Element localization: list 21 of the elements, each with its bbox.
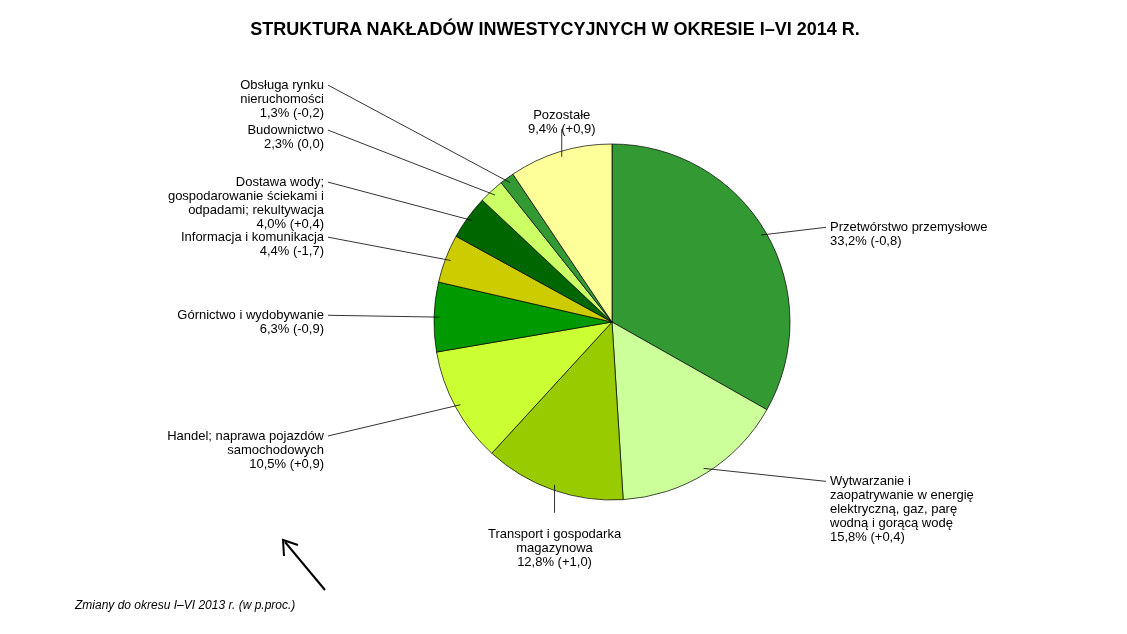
slice-label: Pozostałe bbox=[533, 106, 591, 122]
slice-label: Transport i gospodarka magazynowa bbox=[487, 525, 622, 555]
data-label: 4,0% (+0,4) bbox=[256, 216, 324, 232]
data-label: 6,3% (-0,9) bbox=[259, 321, 324, 337]
data-label: 1,3% (-0,2) bbox=[259, 105, 324, 121]
slice-label: Informacja i komunikacja bbox=[180, 229, 325, 245]
slice-label: Przetwórstwo przemysłowe bbox=[830, 219, 988, 235]
text: Zmiany do okresu I–VI 2013 r. (w p.proc.) bbox=[74, 598, 296, 612]
data-label: 33,2% (-0,8) bbox=[830, 233, 902, 249]
data-label: 9,4% (+0,9) bbox=[527, 120, 596, 136]
slice-label: Budownictwo bbox=[247, 122, 324, 138]
slice-label: Dostawa wody; gospodarowanie ściekami i odpadami; rekultywacja bbox=[167, 174, 325, 218]
slice-label: Wytwarzanie i zaopatrywanie w energię elektryczną, gaz, parę wodną i gorącą wodę bbox=[829, 473, 974, 531]
data-label: 10,5% (+0,9) bbox=[249, 456, 324, 471]
data-label: 4,4% (-1,7) bbox=[259, 243, 324, 259]
data-label: 2,3% (0,0) bbox=[264, 136, 324, 152]
slice-label: Obsługa rynku nieruchomości bbox=[240, 77, 325, 107]
data-label: 15,8% (+0,4) bbox=[830, 529, 905, 545]
chart-title: STRUKTURA NAKŁADÓW INWESTYCYJNYCH W OKRESIE I–VI 2014 R. bbox=[250, 18, 860, 39]
slice-label: Górnictwo i wydobywanie bbox=[177, 307, 324, 323]
slice-label: Handel; naprawa pojazdów samochodowych bbox=[167, 428, 325, 457]
